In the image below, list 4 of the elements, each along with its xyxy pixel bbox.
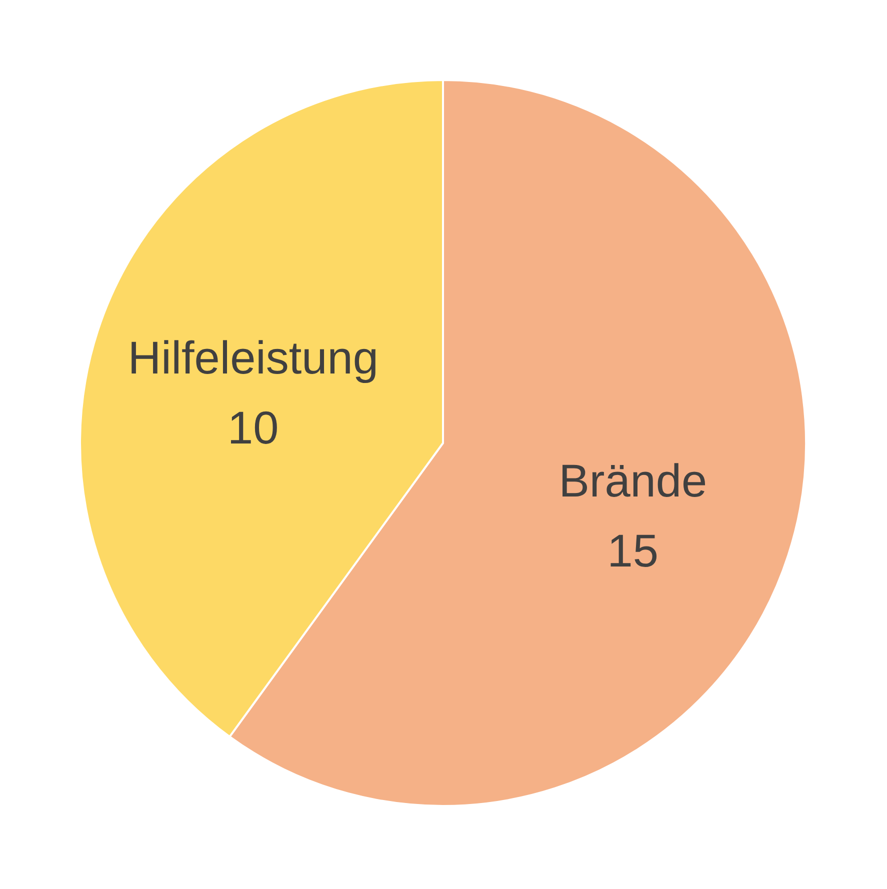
data-label: 10 xyxy=(228,401,279,454)
slice-label: Hilfeleistung xyxy=(128,331,378,384)
slice-label: Brände xyxy=(558,454,708,507)
data-label: 15 xyxy=(607,524,658,577)
